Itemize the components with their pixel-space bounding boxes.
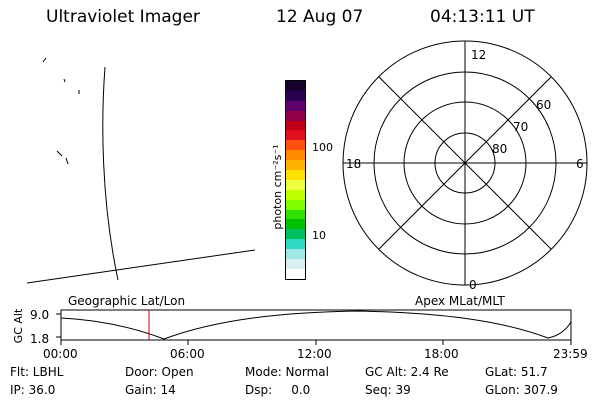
mlat-label-60: 60 xyxy=(536,98,552,112)
colorbar-tick-10: 10 xyxy=(312,229,326,242)
timeline-ytick-9: 9.0 xyxy=(30,308,50,322)
timeline-frame xyxy=(60,309,572,341)
coastline-fragment xyxy=(42,57,47,63)
colorbar-segment xyxy=(286,209,305,220)
status-glon: GLon: 307.9 xyxy=(485,383,558,397)
status-ip: IP: 36.0 xyxy=(10,383,56,397)
status-filter: Flt: LBHL xyxy=(10,365,64,379)
timeline-right-title: Apex MLat/MLT xyxy=(415,294,505,308)
mlat-label-80: 80 xyxy=(492,142,508,156)
colorbar-segment xyxy=(286,259,305,269)
mlat-label-70: 70 xyxy=(513,120,529,134)
status-glat: GLat: 51.7 xyxy=(485,365,548,379)
timeline-xtick-1800: 18:00 xyxy=(424,347,459,361)
coastline-fragment xyxy=(56,150,63,157)
colorbar xyxy=(285,80,306,280)
colorbar-segment xyxy=(286,189,305,200)
status-gain: Gain: 14 xyxy=(125,383,176,397)
lon-line xyxy=(102,66,119,281)
coastline-fragment xyxy=(65,157,69,165)
status-door: Door: Open xyxy=(125,365,194,379)
colorbar-segment xyxy=(286,199,305,210)
mlt-label-0: 0 xyxy=(469,278,477,292)
polar-diagonal xyxy=(378,76,552,250)
colorbar-segment xyxy=(286,219,305,230)
timeline-ytick-1_8: 1.8 xyxy=(30,332,50,346)
colorbar-tick-100: 100 xyxy=(312,141,333,154)
date-label: 12 Aug 07 xyxy=(276,7,364,27)
colorbar-segment xyxy=(286,249,305,260)
colorbar-segment xyxy=(286,130,305,141)
mlt-label-18: 18 xyxy=(346,157,362,171)
timeline-left-title: Geographic Lat/Lon xyxy=(68,294,186,308)
altitude-curve xyxy=(60,310,572,340)
colorbar-segment xyxy=(286,170,305,180)
lat-line xyxy=(26,249,256,284)
colorbar-segment xyxy=(286,160,305,171)
app-title: Ultraviolet Imager xyxy=(46,7,200,27)
mlt-label-6: 6 xyxy=(576,157,584,171)
colorbar-segment xyxy=(286,268,305,279)
colorbar-segment xyxy=(286,110,305,121)
status-dsp: Dsp: 0.0 xyxy=(245,383,311,397)
colorbar-segment xyxy=(286,81,305,91)
timeline-xtick-0000: 00:00 xyxy=(43,347,78,361)
colorbar-segment xyxy=(286,150,305,161)
mlt-label-12: 12 xyxy=(471,48,487,62)
status-gc-alt: GC Alt: 2.4 Re xyxy=(365,365,449,379)
status-mode: Mode: Normal xyxy=(245,365,329,379)
colorbar-segment xyxy=(286,239,305,250)
colorbar-segment xyxy=(286,90,305,101)
timeline-xtick-1200: 12:00 xyxy=(297,347,332,361)
coastline-fragment xyxy=(63,78,66,83)
colorbar-segment xyxy=(286,179,305,190)
status-seq: Seq: 39 xyxy=(365,383,411,397)
colorbar-segment xyxy=(286,120,305,131)
time-label: 04:13:11 UT xyxy=(430,7,535,27)
colorbar-segment xyxy=(286,140,305,151)
timeline-xtick-0600: 06:00 xyxy=(170,347,205,361)
colorbar-segment xyxy=(286,100,305,111)
colorbar-segment xyxy=(286,229,305,240)
timeline-xtick-2359: 23:59 xyxy=(553,347,588,361)
